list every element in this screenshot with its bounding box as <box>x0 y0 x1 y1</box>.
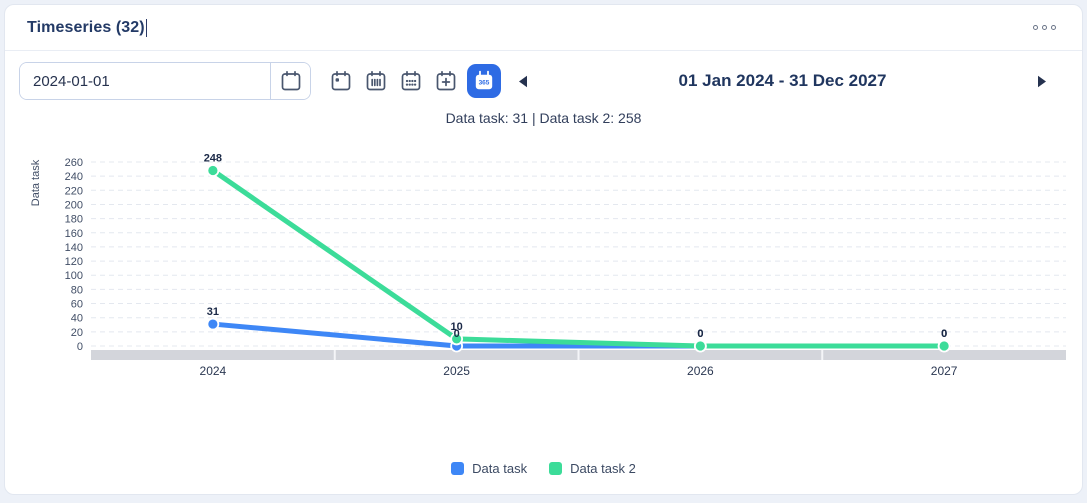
svg-text:220: 220 <box>65 185 83 197</box>
ellipsis-icon <box>1042 25 1047 30</box>
svg-text:31: 31 <box>207 306 219 318</box>
svg-text:100: 100 <box>65 270 83 282</box>
calendar-week-icon <box>366 70 386 91</box>
svg-text:248: 248 <box>204 152 222 164</box>
svg-text:260: 260 <box>65 157 83 169</box>
calendar-month-icon <box>401 70 421 91</box>
svg-text:10: 10 <box>451 321 463 333</box>
year-icon-label: 365 <box>479 79 490 86</box>
chevron-right-icon <box>1038 75 1046 87</box>
date-input-group <box>19 62 311 100</box>
svg-text:Data task: Data task <box>30 159 42 206</box>
legend-swatch-green <box>549 462 563 475</box>
period-add-button[interactable] <box>432 66 460 96</box>
ellipsis-icon <box>1033 25 1038 30</box>
svg-text:0: 0 <box>941 328 947 340</box>
svg-text:240: 240 <box>65 171 83 183</box>
svg-text:140: 140 <box>65 242 83 254</box>
options-menu-button[interactable] <box>1029 21 1060 34</box>
widget-title[interactable]: Timeseries (32) <box>27 18 145 36</box>
legend-label: Data task <box>472 461 528 476</box>
svg-text:160: 160 <box>65 228 83 240</box>
period-selector: 365 <box>327 64 501 98</box>
calendar-year-icon: 365 <box>475 70 493 90</box>
legend-item-data-task[interactable]: Data task <box>451 461 527 476</box>
chevron-left-icon <box>519 75 527 87</box>
svg-text:20: 20 <box>71 327 83 339</box>
svg-text:2026: 2026 <box>687 364 714 378</box>
period-day-button[interactable] <box>327 66 355 96</box>
svg-text:0: 0 <box>77 341 83 353</box>
ellipsis-icon <box>1051 25 1056 30</box>
calendar-day-icon <box>331 70 351 91</box>
series-summary: Data task: 31 | Data task 2: 258 <box>445 110 642 126</box>
svg-text:2024: 2024 <box>200 364 227 378</box>
widget-header: Timeseries (32) <box>5 5 1082 51</box>
svg-text:200: 200 <box>65 199 83 211</box>
chart-area: 0 20 40 60 80 100 120 140 160 180 200 220 240 260 Data… <box>17 138 1082 383</box>
legend-swatch-blue <box>451 462 465 475</box>
calendar-add-icon <box>436 70 456 91</box>
period-week-button[interactable] <box>362 66 390 96</box>
prev-period-button[interactable] <box>511 69 534 94</box>
svg-text:0: 0 <box>941 328 947 340</box>
svg-text:60: 60 <box>71 299 83 311</box>
svg-text:0: 0 <box>697 328 703 340</box>
timeseries-widget: Timeseries (32) <box>4 4 1083 495</box>
svg-text:80: 80 <box>71 284 83 296</box>
period-year-button[interactable]: 365 <box>467 64 501 98</box>
date-picker-button[interactable] <box>270 63 310 99</box>
svg-text:180: 180 <box>65 214 83 226</box>
next-period-button[interactable] <box>1031 69 1054 94</box>
svg-text:2025: 2025 <box>443 364 470 378</box>
date-range-label[interactable]: 01 Jan 2024 - 31 Dec 2027 <box>678 71 887 90</box>
svg-text:120: 120 <box>65 256 83 268</box>
svg-text:40: 40 <box>71 313 83 325</box>
chart-legend: Data task Data task 2 <box>5 461 1082 476</box>
legend-item-data-task-2[interactable]: Data task 2 <box>549 461 636 476</box>
widget-title-wrap: Timeseries (32) <box>27 18 148 37</box>
start-date-input[interactable] <box>20 63 270 99</box>
chart-toolbar: 365 01 Jan 2024 - 31 Dec 2027 <box>19 61 1068 101</box>
calendar-icon <box>281 70 300 91</box>
svg-text:0: 0 <box>697 328 703 340</box>
timeseries-line-chart[interactable]: 020406080100120140160180200220240260Data… <box>17 138 1072 378</box>
svg-text:2027: 2027 <box>931 364 958 378</box>
legend-label: Data task 2 <box>570 461 636 476</box>
text-cursor <box>145 18 148 37</box>
period-month-button[interactable] <box>397 66 425 96</box>
svg-text:0: 0 <box>454 328 460 340</box>
